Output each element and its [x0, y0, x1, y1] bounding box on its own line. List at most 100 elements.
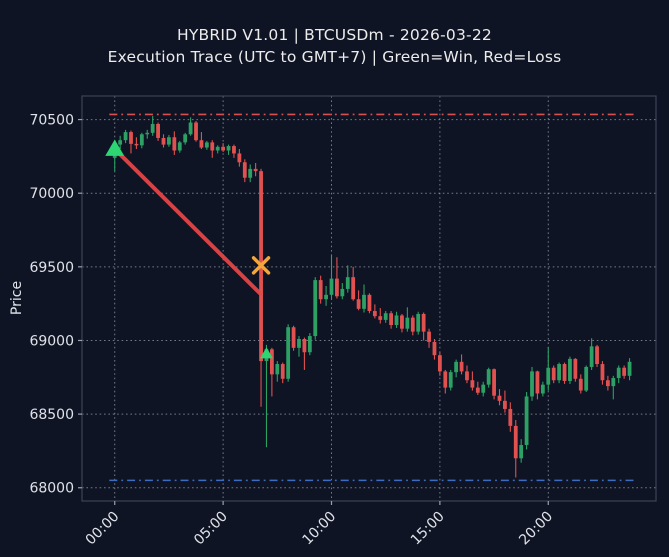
candle-body	[448, 372, 453, 388]
candle-body	[297, 339, 301, 348]
candle-body	[362, 294, 366, 309]
candle-body	[356, 299, 361, 309]
candle-body	[269, 349, 274, 375]
candle-body	[589, 346, 594, 367]
candle-body	[427, 331, 431, 342]
x-tick-label: 15:00	[408, 509, 448, 549]
candle-body	[530, 371, 534, 397]
candle-body	[410, 317, 415, 332]
exit-x-marker	[251, 256, 271, 275]
candle-body	[389, 313, 394, 326]
candle-body	[492, 369, 496, 396]
candle-body	[291, 327, 296, 348]
candle-body	[345, 277, 350, 289]
candle-body	[557, 364, 562, 381]
candle-body	[459, 361, 464, 372]
candle-body	[486, 369, 491, 385]
candle-body	[578, 378, 583, 391]
candle-body	[367, 294, 372, 312]
candle-body	[437, 355, 442, 372]
candle-body	[394, 315, 399, 326]
x-tick-label: 00:00	[83, 509, 123, 549]
x-tick-label: 05:00	[191, 509, 231, 549]
candle-body	[432, 341, 437, 356]
candle-body	[470, 380, 475, 388]
candle-body	[275, 364, 280, 375]
candle-body	[535, 371, 540, 394]
candle-body	[318, 280, 323, 300]
candle-body	[280, 364, 285, 379]
candle-body	[454, 361, 459, 373]
candle-body	[481, 384, 486, 393]
candle-body	[237, 153, 242, 163]
candle-body	[595, 346, 599, 365]
chart-title: HYBRID V1.01 | BTCUSDm - 2026-03-22	[177, 26, 492, 44]
candle-body	[253, 168, 258, 172]
candle-body	[443, 371, 448, 388]
candle-body	[183, 134, 188, 143]
candle-body	[562, 364, 567, 381]
candle-body	[210, 142, 215, 151]
candle-body	[232, 146, 236, 154]
candle-body	[242, 162, 247, 178]
candle-body	[335, 278, 339, 297]
candle-body	[188, 122, 193, 135]
candle-body	[573, 358, 578, 379]
chart-subtitle: Execution Trace (UTC to GMT+7) | Green=W…	[107, 48, 562, 66]
candle-body	[248, 168, 253, 178]
candle-body	[605, 380, 610, 387]
plot-border	[81, 95, 657, 502]
candle-body	[340, 288, 345, 297]
candle-body	[167, 137, 171, 145]
candle-body	[313, 280, 318, 337]
candle-body	[416, 313, 421, 332]
candle-body	[139, 134, 144, 146]
candle-body	[475, 387, 480, 393]
entry-buy-marker	[105, 139, 125, 156]
y-tick-label: 69500	[29, 260, 74, 276]
candle-body	[145, 132, 150, 135]
candle-body	[302, 339, 307, 353]
candle-body	[616, 367, 621, 379]
candle-body	[221, 146, 226, 151]
candle-body	[150, 123, 155, 133]
candle-body	[194, 122, 198, 141]
candle-body	[584, 366, 589, 391]
candle-body	[204, 142, 209, 148]
candle-body	[503, 400, 507, 409]
y-tick-label: 68000	[29, 481, 74, 497]
candle-body	[123, 132, 128, 141]
candle-body	[524, 396, 529, 446]
candle-body	[372, 311, 377, 317]
candle-body	[215, 146, 220, 151]
candle-body	[351, 277, 356, 300]
candle-body	[540, 384, 545, 394]
candle-body	[286, 327, 291, 379]
candle-body	[199, 140, 204, 148]
candle-body	[627, 361, 632, 376]
candle-body	[134, 143, 139, 146]
candle-body	[226, 146, 231, 151]
candle-body	[622, 367, 627, 376]
candle-body	[129, 132, 133, 144]
candle-body	[383, 313, 388, 320]
candle-body	[307, 336, 312, 353]
candle-body	[329, 278, 334, 295]
candle-body	[508, 408, 513, 426]
x-tick-label: 20:00	[516, 509, 556, 549]
candle-body	[118, 140, 123, 145]
candle-body	[611, 378, 616, 387]
candle-body	[421, 313, 426, 332]
candle-body	[465, 371, 469, 381]
candle-body	[519, 445, 524, 459]
candle-body	[497, 395, 502, 401]
candle-body	[546, 367, 551, 385]
candle-body	[378, 316, 383, 320]
candle-body	[156, 123, 160, 138]
candle-body	[172, 137, 177, 151]
y-tick-label: 70000	[29, 186, 74, 202]
candle-body	[324, 294, 328, 300]
trade-line-loss	[112, 147, 262, 296]
entry-buy-marker	[259, 347, 273, 359]
